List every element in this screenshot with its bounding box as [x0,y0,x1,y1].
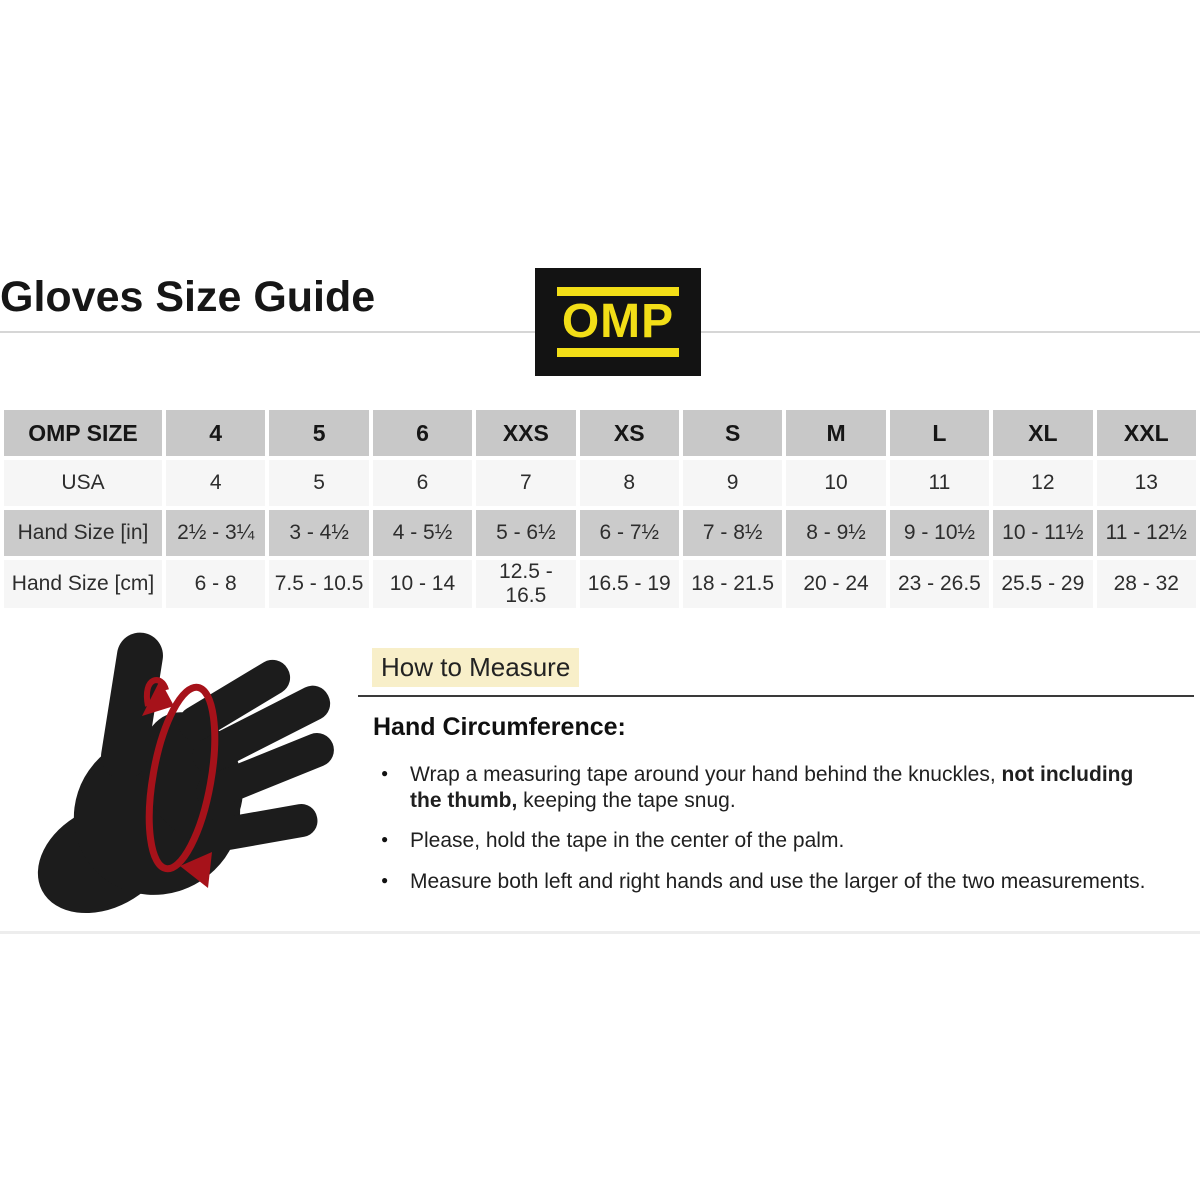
bullet-text: Wrap a measuring tape around your hand b… [410,763,1002,786]
header-cell: 6 [372,410,473,456]
cell: 7 [476,460,576,506]
cell: 11 - 12½ [1096,510,1196,556]
cell: 23 - 26.5 [889,560,990,608]
cell: 4 [166,460,266,506]
cell: 7 - 8½ [682,510,783,556]
page-title: Gloves Size Guide [0,273,376,321]
cell: 4 - 5½ [372,510,473,556]
cell: 9 - 10½ [889,510,990,556]
cell: 10 [786,460,886,506]
cell: 10 - 11½ [993,510,1093,556]
cell: 20 - 24 [786,560,886,608]
cell: 12.5 - 16.5 [476,560,576,608]
header-cell: L [889,410,990,456]
bullet-icon: ● [381,872,389,887]
cell: 6 - 7½ [579,510,679,556]
bullet-icon: ● [381,832,389,847]
list-item: ● Wrap a measuring tape around your hand… [358,762,1158,813]
hand-measure-illustration-icon [37,632,334,914]
logo-bottom-bar-icon [557,347,679,357]
bullet-text: Measure both left and right hands and us… [410,869,1146,893]
cell: 7.5 - 10.5 [269,560,369,608]
header-cell: XXL [1096,410,1196,456]
how-to-measure-heading: How to Measure [372,648,1194,687]
logo-brand-text: OMP [561,295,675,349]
cell: 6 [372,460,473,506]
cell: 18 - 21.5 [682,560,783,608]
cell: 3 - 4½ [269,510,369,556]
header-cell: XXS [476,410,576,456]
highlighted-heading-text: How to Measure [372,648,580,687]
cell: 6 - 8 [166,560,266,608]
cell: 2½ - 3¼ [166,510,266,556]
header-cell: S [682,410,783,456]
bullet-text: Please, hold the tape in the center of t… [410,829,845,853]
cell: 28 - 32 [1096,560,1196,608]
cell: 8 - 9½ [786,510,886,556]
cell: 16.5 - 19 [579,560,679,608]
header-cell: 5 [269,410,369,456]
how-to-measure-section: How to Measure Hand Circumference: ● Wra… [358,648,1194,909]
table-row-hand-size-cm: Hand Size [cm] 6 - 8 7.5 - 10.5 10 - 14 … [4,560,1196,608]
list-item: ● Please, hold the tape in the center of… [358,828,1158,854]
size-table: OMP SIZE 4 5 6 XXS XS S M L XL XXL USA 4… [0,406,1200,612]
row-label: Hand Size [in] [4,510,162,556]
cell: 13 [1096,460,1196,506]
cell: 8 [579,460,679,506]
row-label: Hand Size [cm] [4,560,162,608]
header-cell: XS [579,410,679,456]
list-item: ● Measure both left and right hands and … [358,869,1158,895]
cell: 5 - 6½ [476,510,576,556]
table-row-hand-size-in: Hand Size [in] 2½ - 3¼ 3 - 4½ 4 - 5½ 5 -… [4,510,1196,556]
bottom-divider [0,931,1200,934]
table-row-usa: USA 4 5 6 7 8 9 10 11 12 13 [4,460,1196,506]
hand-circumference-subheading: Hand Circumference: [373,713,626,741]
bullet-text-bold: not including the thumb, [410,763,1134,812]
header-cell: 4 [166,410,266,456]
cell: 11 [889,460,990,506]
size-table-header-row: OMP SIZE 4 5 6 XXS XS S M L XL XXL [4,410,1196,456]
bullet-icon: ● [381,766,389,780]
cell: 12 [993,460,1093,506]
omp-logo: OMP [535,268,701,376]
cell: 10 - 14 [372,560,473,608]
measuring-tape-icon [143,677,219,873]
header-cell: XL [993,410,1093,456]
cell: 25.5 - 29 [993,560,1093,608]
cell: 9 [682,460,783,506]
section-rule [358,695,1194,697]
logo-top-bar-icon [557,287,679,297]
measure-instructions-list: ● Wrap a measuring tape around your hand… [358,762,1194,894]
bullet-text: keeping the tape snug. [517,788,736,812]
header-cell: M [786,410,886,456]
header-cell-omp-size: OMP SIZE [4,410,162,456]
cell: 5 [269,460,369,506]
row-label: USA [4,460,162,506]
